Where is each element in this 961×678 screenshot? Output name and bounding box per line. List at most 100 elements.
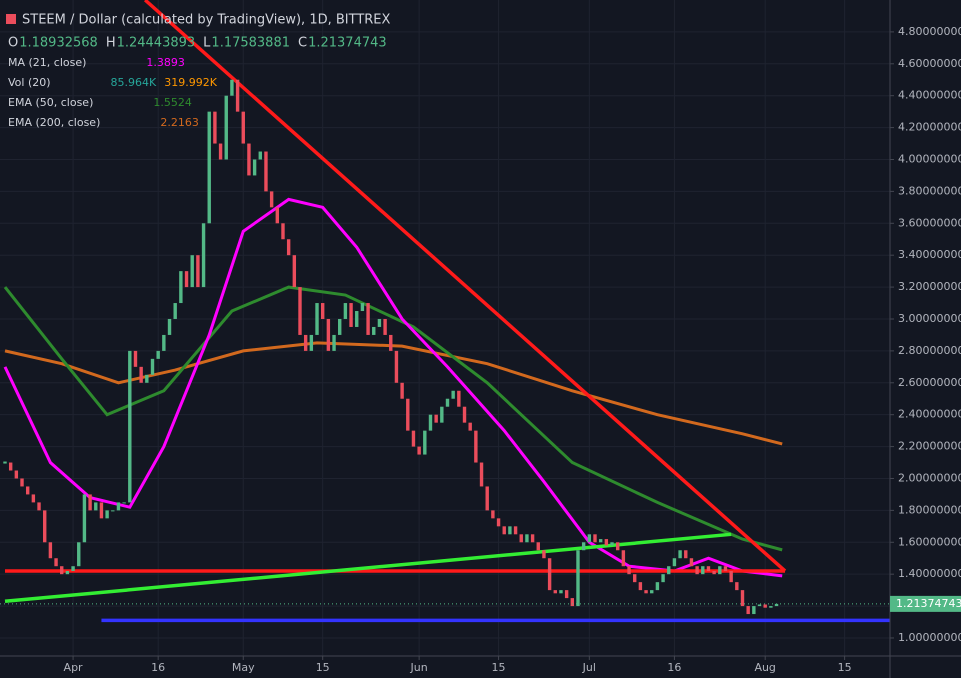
x-tick-label: Jul — [582, 661, 596, 674]
candle — [184, 271, 189, 288]
candle — [712, 570, 716, 575]
candle — [3, 461, 7, 464]
y-tick-label: 4.80000000 — [898, 25, 961, 38]
candle — [468, 422, 472, 431]
overlay-line — [4, 341, 783, 446]
candle — [428, 414, 433, 431]
candle — [207, 111, 211, 224]
candle — [576, 550, 580, 607]
candle — [457, 390, 461, 407]
y-tick-label: 2.60000000 — [898, 376, 961, 389]
ohlc-value: 1.17583881 — [211, 36, 290, 51]
y-tick-label: 4.60000000 — [898, 57, 961, 70]
candle — [116, 502, 121, 511]
candle — [411, 430, 416, 447]
symbol-icon — [6, 14, 16, 24]
candle — [763, 604, 767, 608]
candle — [14, 470, 19, 479]
candle — [286, 239, 291, 256]
candle — [502, 526, 506, 535]
candle — [610, 542, 614, 546]
candle — [60, 566, 64, 575]
candle — [684, 550, 688, 559]
candle — [360, 303, 365, 312]
candle — [615, 542, 620, 551]
candle — [462, 406, 467, 423]
candle — [451, 390, 455, 399]
last-price-label: 1.21374743 — [896, 597, 961, 610]
x-tick-label: 15 — [316, 661, 330, 674]
axes: 1.000000001.200000001.400000001.60000000… — [64, 25, 961, 674]
candle — [145, 374, 149, 383]
x-tick-label: 16 — [151, 661, 165, 674]
candle — [298, 287, 302, 335]
candle — [201, 223, 206, 288]
ohlc-label: C — [298, 36, 307, 51]
candle — [587, 534, 592, 543]
candle — [718, 566, 722, 575]
y-tick-label: 3.80000000 — [898, 184, 961, 197]
chart-title[interactable]: STEEM / Dollar (calculated by TradingVie… — [22, 13, 391, 28]
candle — [695, 566, 699, 575]
overlay-line — [3, 285, 783, 552]
y-tick-label: 4.00000000 — [898, 152, 961, 165]
candle — [71, 566, 75, 571]
candle — [638, 582, 643, 591]
candle — [496, 518, 501, 527]
candle — [479, 462, 484, 487]
indicator-value: 1.3893 — [146, 56, 185, 69]
candle — [740, 590, 745, 607]
candle — [383, 318, 387, 335]
candle — [82, 494, 87, 543]
indicator-value: 85.964K — [111, 76, 157, 89]
candle — [434, 414, 438, 423]
ohlc-label: H — [106, 36, 116, 51]
candle — [235, 79, 240, 112]
candle — [173, 303, 177, 319]
candle — [230, 79, 234, 96]
candle — [139, 366, 143, 383]
candle — [8, 462, 13, 471]
candle — [621, 550, 626, 567]
candle — [258, 151, 262, 160]
candle — [547, 558, 552, 591]
candle — [644, 590, 648, 594]
y-tick-label: 3.60000000 — [898, 216, 961, 229]
candle — [746, 606, 750, 615]
candle — [445, 398, 450, 407]
candle — [752, 606, 756, 615]
x-tick-label: Jun — [410, 661, 428, 674]
ohlc-value: 1.24443893 — [117, 36, 196, 51]
indicator-name: MA (21, close) — [8, 56, 86, 69]
candle — [491, 510, 495, 519]
candle — [247, 143, 251, 176]
candle — [581, 542, 586, 551]
candle — [706, 566, 711, 571]
last-price-tag — [890, 595, 961, 612]
overlay-line — [4, 532, 732, 604]
candle — [303, 334, 308, 351]
x-tick-label: May — [232, 661, 255, 674]
candle — [406, 398, 410, 431]
candle — [485, 486, 489, 511]
candle — [269, 191, 274, 208]
candle — [678, 550, 682, 559]
candle — [77, 542, 81, 567]
candle — [530, 534, 535, 543]
candle — [122, 502, 126, 504]
candle — [105, 510, 109, 519]
candle — [774, 603, 779, 607]
candle — [570, 598, 575, 607]
candle — [372, 326, 376, 335]
indicator-name: EMA (200, close) — [8, 116, 100, 129]
y-tick-label: 2.80000000 — [898, 344, 961, 357]
candle — [281, 223, 285, 240]
candle — [111, 510, 115, 512]
ohlc-value: 1.21374743 — [308, 36, 387, 51]
candle — [54, 558, 58, 567]
candle — [65, 570, 70, 575]
candle — [655, 582, 660, 591]
candle — [723, 566, 728, 571]
